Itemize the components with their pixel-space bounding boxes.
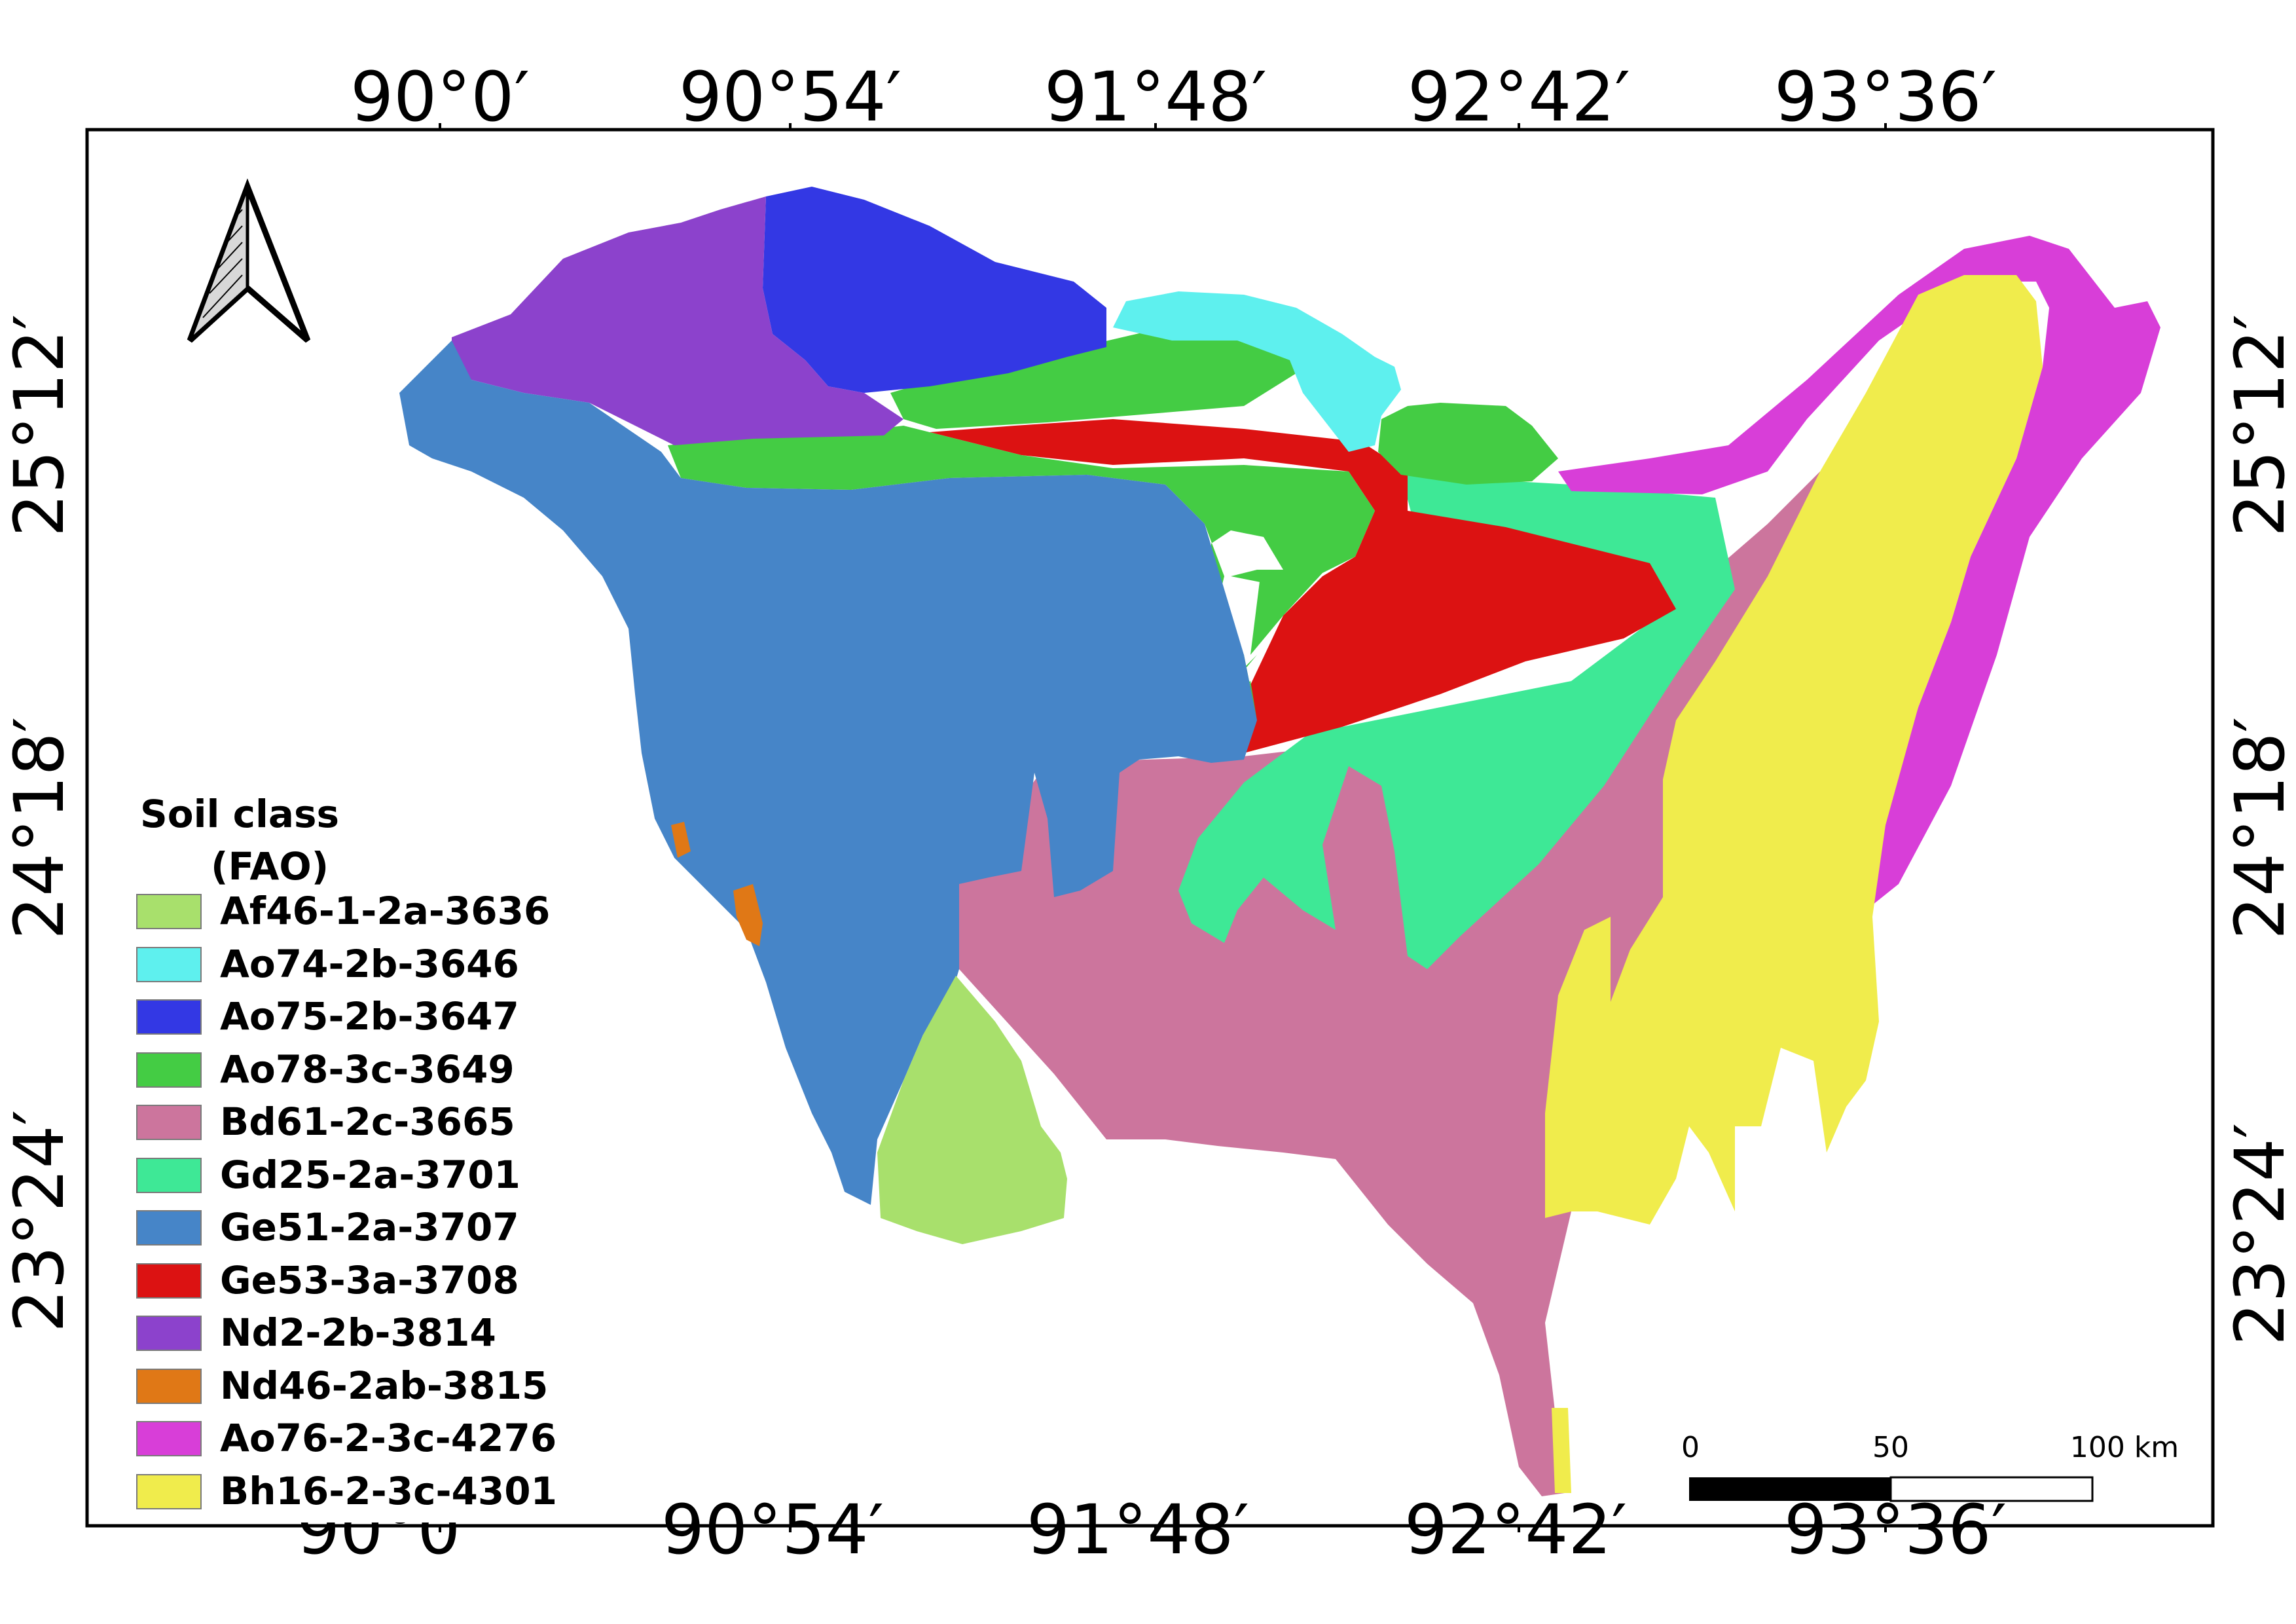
lat-label-right-1: 25°12′ bbox=[2220, 314, 2296, 537]
legend-label: Ao76-2-3c-4276 bbox=[220, 1416, 557, 1460]
lat-label-left-2: 24°18′ bbox=[0, 716, 79, 940]
legend-title-line2: (FAO) bbox=[211, 844, 329, 889]
legend-label: Ao74-2b-3646 bbox=[220, 941, 519, 986]
legend-label: Bd61-2c-3665 bbox=[220, 1099, 515, 1144]
soil-region-ao78-east bbox=[1378, 403, 1558, 485]
legend-label: Nd46-2ab-3815 bbox=[220, 1363, 549, 1408]
legend-item: Ao76-2-3c-4276 bbox=[136, 1413, 608, 1466]
legend-label: Bh16-2-3c-4301 bbox=[220, 1468, 557, 1513]
legend: Soil class (FAO) Af46-1-2a-3636 Ao74-2b-3… bbox=[124, 783, 609, 1522]
legend-label: Ge51-2a-3707 bbox=[220, 1205, 519, 1249]
legend-item: Af46-1-2a-3636 bbox=[136, 886, 608, 938]
legend-item: Ao78-3c-3649 bbox=[136, 1044, 608, 1097]
lat-label-left-1: 25°12′ bbox=[0, 314, 79, 537]
legend-item: Ge53-3a-3708 bbox=[136, 1255, 608, 1308]
legend-item: Nd46-2ab-3815 bbox=[136, 1361, 608, 1413]
legend-item: Bh16-2-3c-4301 bbox=[136, 1466, 608, 1519]
lon-label-bottom-3: 91°48′ bbox=[1026, 1490, 1250, 1570]
legend-label: Ge53-3a-3708 bbox=[220, 1257, 519, 1302]
legend-swatch bbox=[136, 1263, 202, 1299]
legend-swatch bbox=[136, 1105, 202, 1140]
legend-swatch bbox=[136, 1157, 202, 1193]
legend-swatch bbox=[136, 1473, 202, 1509]
soil-region-nd46 bbox=[671, 822, 691, 858]
soil-region-nd2 bbox=[452, 196, 903, 445]
soil-region-ao75 bbox=[763, 187, 1106, 393]
legend-item: Ge51-2a-3707 bbox=[136, 1202, 608, 1255]
lon-label-top-4: 92°42′ bbox=[1407, 57, 1631, 137]
legend-swatch bbox=[136, 1368, 202, 1404]
legend-label: Ao78-3c-3649 bbox=[220, 1046, 515, 1092]
scale-label-100: 100 km bbox=[2069, 1431, 2179, 1464]
lon-label-top-2: 90°54′ bbox=[678, 57, 902, 137]
soil-region-bh16 bbox=[1545, 275, 2043, 1225]
legend-label: Nd2-2b-3814 bbox=[220, 1310, 496, 1355]
legend-title: Soil class (FAO) bbox=[140, 788, 339, 893]
legend-item: Gd25-2a-3701 bbox=[136, 1150, 608, 1202]
legend-label: Af46-1-2a-3636 bbox=[220, 889, 551, 933]
legend-swatch bbox=[136, 946, 202, 982]
legend-item: Bd61-2c-3665 bbox=[136, 1097, 608, 1149]
soil-regions bbox=[399, 187, 2160, 1496]
lon-label-top-5: 93°36′ bbox=[1774, 57, 1997, 137]
legend-item: Ao75-2b-3647 bbox=[136, 991, 608, 1044]
legend-item: Ao74-2b-3646 bbox=[136, 939, 608, 991]
lon-label-top-3: 91°48′ bbox=[1044, 57, 1267, 137]
legend-swatch bbox=[136, 1052, 202, 1088]
lon-label-bottom-2: 90°54′ bbox=[661, 1490, 884, 1570]
soil-region-ao76 bbox=[1558, 236, 2160, 910]
scale-bar bbox=[1689, 1476, 2094, 1502]
legend-swatch bbox=[136, 1316, 202, 1351]
lon-label-bottom-5: 93°36′ bbox=[1783, 1490, 2007, 1570]
soil-region-bh16-south bbox=[1552, 1408, 1571, 1493]
legend-swatch bbox=[136, 894, 202, 929]
soil-region-nd46-b bbox=[733, 884, 763, 946]
soil-region-af46 bbox=[877, 976, 1067, 1244]
graticule-ticks bbox=[439, 123, 1887, 1532]
soil-region-gd25 bbox=[1178, 475, 1735, 969]
legend-title-line1: Soil class bbox=[140, 792, 340, 836]
north-arrow-icon bbox=[187, 178, 311, 343]
scale-label-0: 0 bbox=[1681, 1431, 1700, 1464]
legend-swatch bbox=[136, 1421, 202, 1456]
lon-label-top-1: 90°0′ bbox=[350, 57, 530, 137]
lat-label-right-3: 23°24′ bbox=[2220, 1122, 2296, 1346]
legend-item: Nd2-2b-3814 bbox=[136, 1308, 608, 1360]
soil-region-ao74-east bbox=[1113, 291, 1401, 452]
lat-label-left-3: 23°24′ bbox=[0, 1109, 79, 1333]
soil-region-ao78 bbox=[668, 426, 1375, 720]
soil-region-ge53 bbox=[930, 419, 1676, 753]
legend-label: Gd25-2a-3701 bbox=[220, 1152, 520, 1197]
soil-region-ao78-north bbox=[890, 314, 1296, 429]
lon-label-bottom-4: 92°42′ bbox=[1404, 1490, 1628, 1570]
soil-region-ge51 bbox=[399, 341, 1257, 1205]
scale-label-50: 50 bbox=[1872, 1431, 1909, 1464]
lat-label-right-2: 24°18′ bbox=[2220, 716, 2296, 940]
legend-swatch bbox=[136, 1210, 202, 1246]
legend-label: Ao75-2b-3647 bbox=[220, 994, 519, 1039]
legend-swatch bbox=[136, 999, 202, 1035]
